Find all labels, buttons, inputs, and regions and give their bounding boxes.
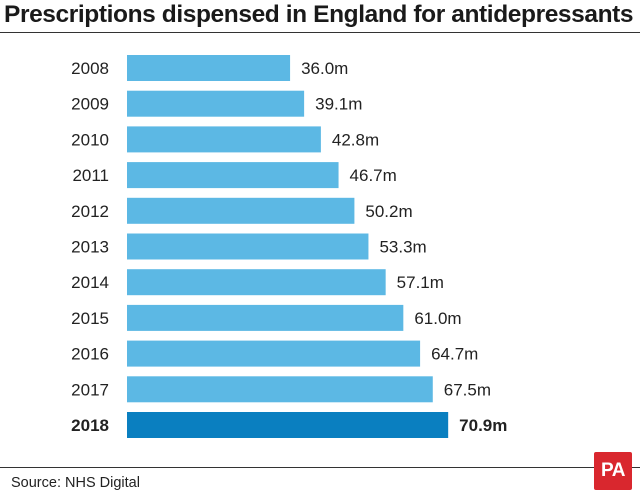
bar xyxy=(127,126,321,153)
bar xyxy=(127,376,433,403)
bar xyxy=(127,269,386,296)
year-label: 2018 xyxy=(71,416,109,435)
year-label: 2011 xyxy=(72,166,109,185)
value-label: 46.7m xyxy=(350,166,397,185)
bar xyxy=(127,340,421,367)
value-label: 50.2m xyxy=(365,202,412,221)
value-label: 42.8m xyxy=(332,130,379,149)
year-label: 2016 xyxy=(71,345,109,364)
value-label: 64.7m xyxy=(431,345,478,364)
year-label: 2009 xyxy=(71,95,109,114)
value-label: 53.3m xyxy=(379,238,426,257)
pa-logo-text: PA xyxy=(601,460,625,481)
value-label: 61.0m xyxy=(414,309,461,328)
bar xyxy=(127,90,305,117)
year-label: 2014 xyxy=(71,273,109,292)
title-divider xyxy=(0,32,640,33)
pa-logo: PA xyxy=(594,452,632,490)
bar xyxy=(127,197,355,224)
source-divider xyxy=(0,467,640,468)
bar xyxy=(127,412,449,438)
source-note: Source: NHS Digital xyxy=(11,475,140,491)
value-label: 67.5m xyxy=(444,380,491,399)
year-label: 2012 xyxy=(71,202,109,221)
value-label: 36.0m xyxy=(301,59,348,78)
year-label: 2015 xyxy=(71,309,109,328)
chart-title: Prescriptions dispensed in England for a… xyxy=(4,1,634,28)
year-label: 2017 xyxy=(71,380,109,399)
bar xyxy=(127,162,339,189)
value-label: 57.1m xyxy=(397,273,444,292)
bar xyxy=(127,304,404,331)
bar xyxy=(127,55,291,81)
year-label: 2008 xyxy=(71,59,109,78)
year-label: 2010 xyxy=(71,130,109,149)
bar xyxy=(127,233,369,260)
value-label: 39.1m xyxy=(315,95,362,114)
year-label: 2013 xyxy=(71,238,109,257)
value-label: 70.9m xyxy=(459,416,507,435)
